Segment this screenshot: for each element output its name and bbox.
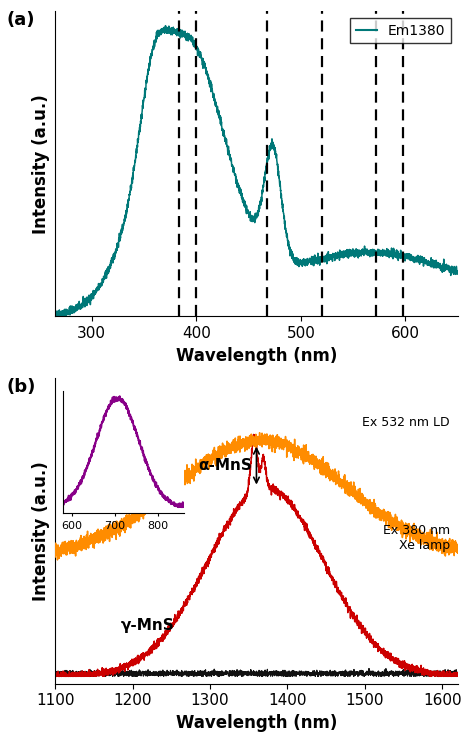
Y-axis label: Intensity (a.u.): Intensity (a.u.) bbox=[32, 94, 50, 233]
Legend: Em1380: Em1380 bbox=[350, 18, 451, 43]
Text: (b): (b) bbox=[7, 378, 36, 397]
Text: α-MnS: α-MnS bbox=[199, 458, 253, 473]
Text: γ-MnS: γ-MnS bbox=[121, 618, 175, 633]
Text: Ex 532 nm LD: Ex 532 nm LD bbox=[362, 415, 450, 429]
Text: (a): (a) bbox=[7, 11, 36, 29]
Y-axis label: Intensity (a.u.): Intensity (a.u.) bbox=[32, 461, 50, 601]
Text: Ex 380 nm
Xe lamp: Ex 380 nm Xe lamp bbox=[383, 525, 450, 552]
X-axis label: Wavelength (nm): Wavelength (nm) bbox=[176, 346, 337, 365]
X-axis label: Wavelength (nm): Wavelength (nm) bbox=[176, 714, 337, 732]
